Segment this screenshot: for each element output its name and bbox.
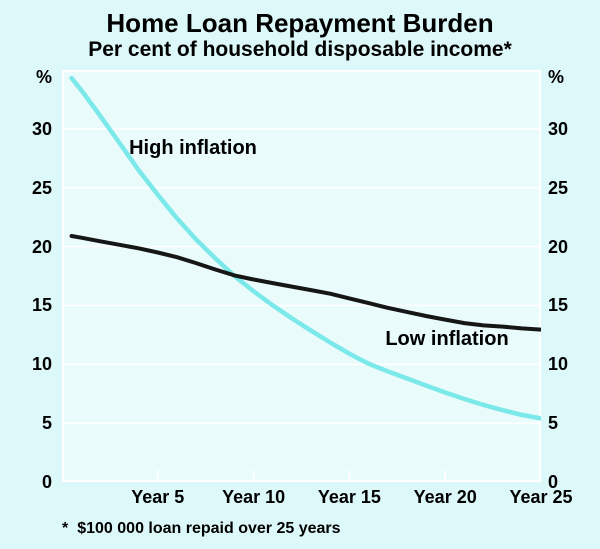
y-axis-label-left: 20: [31, 236, 52, 257]
series-line-high-inflation: [69, 75, 541, 421]
footnote-text: $100 000 loan repaid over 25 years: [77, 520, 341, 537]
plot-background: [62, 70, 541, 482]
x-axis-label: Year 15: [317, 487, 381, 507]
y-axis-label-left: 5: [41, 413, 52, 434]
footnote-marker: *: [62, 520, 69, 537]
footnote: * $100 000 loan repaid over 25 years: [62, 519, 341, 538]
plot-border: [62, 70, 541, 482]
y-axis-label-right: 15: [548, 295, 569, 316]
y-axis-label-left: 0: [41, 472, 52, 492]
y-axis-label-right: 25: [548, 177, 569, 198]
x-axis-label: Year 20: [413, 487, 477, 507]
series-line-low-inflation: [69, 234, 541, 332]
y-axis-label-right: 10: [548, 354, 569, 375]
y-axis-label-right: %: [548, 67, 565, 87]
y-axis-label-left: 15: [31, 295, 52, 316]
y-axis-label-right: 30: [548, 118, 569, 139]
x-axis-label: Year 5: [131, 487, 185, 507]
y-axis-label-right: 0: [548, 472, 559, 492]
chart-subtitle: Per cent of household disposable income*: [88, 38, 512, 61]
y-axis-label-left: 25: [31, 177, 52, 198]
series-label-high-inflation: High inflation: [129, 137, 257, 159]
series-label-low-inflation: Low inflation: [385, 328, 509, 350]
y-axis-label-right: 20: [548, 236, 569, 257]
x-axis-label: Year 10: [222, 487, 286, 507]
y-axis-label-right: 5: [548, 413, 559, 434]
x-axis-label: Year 25: [509, 487, 573, 507]
plot-canvas: [62, 70, 541, 482]
y-axis-label-left: 30: [31, 118, 52, 139]
y-axis-label-left: %: [35, 67, 52, 87]
plot-area: [62, 70, 541, 482]
chart-title: Home Loan Repayment Burden: [106, 8, 494, 38]
y-axis-label-left: 10: [31, 354, 52, 375]
